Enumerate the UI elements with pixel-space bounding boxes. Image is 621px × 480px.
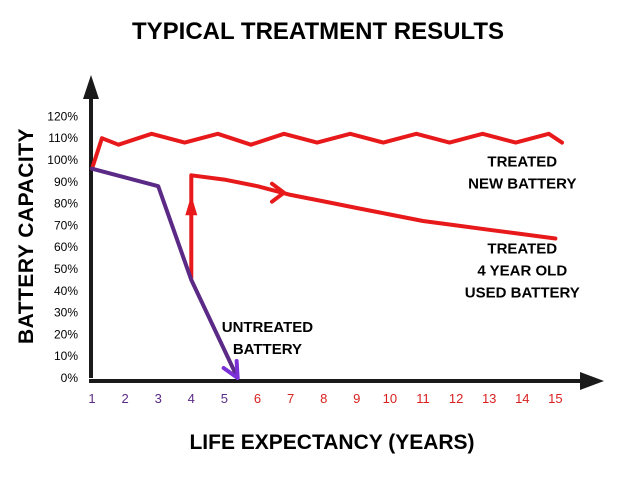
x-tick-label: 9 <box>353 391 360 406</box>
x-tick-label: 3 <box>155 391 162 406</box>
y-tick-label: 30% <box>54 306 78 320</box>
untreated-battery-line <box>90 166 240 380</box>
annotation-text: NEW BATTERY <box>468 176 576 193</box>
annotation-text: TREATED <box>487 241 557 258</box>
annotation-text: BATTERY <box>233 341 302 358</box>
series-layer <box>90 131 564 380</box>
y-tick-labels: 0% 10% 20% 30% 40% 50% 60% 70% 80% 90% 100% 110% 120… <box>47 109 78 385</box>
annotation-text: USED BATTERY <box>465 285 580 302</box>
chart-title: TYPICAL TREATMENT RESULTS <box>132 18 504 45</box>
treated-used-chevron-icon <box>269 181 286 204</box>
x-tick-label: 2 <box>121 391 128 406</box>
x-tick-label: 15 <box>548 391 562 406</box>
x-axis-label: LIFE EXPECTANCY (YEARS) <box>189 431 474 454</box>
x-tick-labels: 1 2 3 4 5 6 7 8 9 10 11 12 13 14 15 <box>88 391 562 406</box>
x-tick-label: 1 <box>88 391 95 406</box>
x-tick-label: 8 <box>320 391 327 406</box>
y-axis-arrow-icon <box>83 75 99 99</box>
x-tick-label: 11 <box>416 391 430 406</box>
x-tick-label: 7 <box>287 391 294 406</box>
x-tick-label: 14 <box>515 391 529 406</box>
treated-new-battery-line <box>90 131 564 171</box>
y-tick-label: 120% <box>47 109 78 123</box>
x-tick-label: 5 <box>221 391 228 406</box>
x-tick-label: 12 <box>449 391 463 406</box>
x-axis-arrow-icon <box>580 372 604 390</box>
y-tick-label: 90% <box>54 175 78 189</box>
y-tick-label: 10% <box>54 349 78 363</box>
y-tick-label: 40% <box>54 284 78 298</box>
treated-used-up-arrow-icon <box>185 195 198 216</box>
annotation-text: 4 YEAR OLD <box>477 263 567 280</box>
y-tick-label: 0% <box>61 371 79 385</box>
y-tick-label: 50% <box>54 262 78 276</box>
x-tick-label: 13 <box>482 391 496 406</box>
y-tick-label: 100% <box>47 153 78 167</box>
annotation-text: TREATED <box>487 154 557 171</box>
y-axis-label: BATTERY CAPACITY <box>15 128 38 344</box>
y-tick-label: 80% <box>54 197 78 211</box>
treated-used-battery-line <box>189 173 558 280</box>
y-tick-label: 20% <box>54 327 78 341</box>
x-tick-label: 10 <box>383 391 397 406</box>
y-tick-label: 60% <box>54 240 78 254</box>
x-tick-label: 6 <box>254 391 261 406</box>
annotation-text: UNTREATED <box>222 319 314 336</box>
axes <box>83 75 604 390</box>
annotations: TREATED NEW BATTERY TREATED 4 YEAR OLD USED … <box>222 154 580 359</box>
y-tick-label: 70% <box>54 218 78 232</box>
untreated-arrowhead-icon <box>221 359 240 380</box>
x-tick-label: 4 <box>188 391 195 406</box>
y-tick-label: 110% <box>48 131 78 145</box>
